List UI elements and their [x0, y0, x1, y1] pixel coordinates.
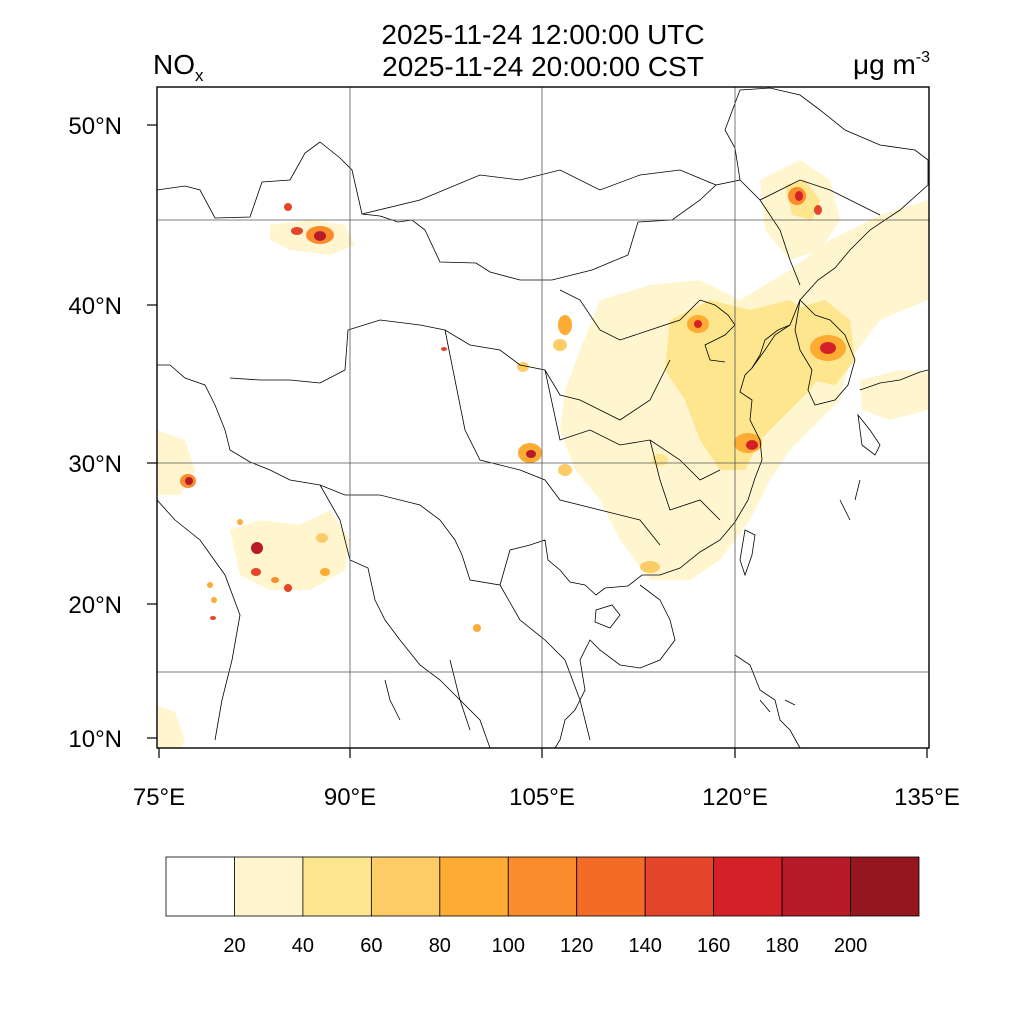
boundary-lines	[157, 87, 929, 748]
colorbar-swatch-6	[576, 856, 646, 917]
hotspot-tibet	[441, 347, 447, 351]
hotspot-lanzhou	[558, 315, 572, 335]
hotspot-wuhan	[652, 454, 668, 466]
korea-coast	[794, 299, 856, 406]
plume-japan	[860, 370, 928, 420]
colorbar-label-140: 140	[628, 935, 661, 957]
province-lines-west	[229, 319, 601, 411]
colorbar-swatch-1	[234, 856, 304, 917]
plume-south-corner	[157, 705, 185, 748]
hotspot-seoul-core	[820, 342, 836, 354]
colorbar-swatch-0	[165, 856, 235, 917]
hotspot-guangzhou	[640, 561, 660, 573]
hotspot-india-10	[210, 616, 216, 620]
hotspot-chengdu-core	[526, 450, 536, 458]
map-frame	[156, 86, 930, 749]
hotspot-tarim-west	[291, 227, 303, 235]
colorbar-swatch-8	[713, 856, 783, 917]
gridlines	[157, 87, 929, 748]
colorbar-labels: 20 40 60 80 100 120 140 160 180 200	[223, 935, 867, 957]
colorbar-swatch-3	[370, 856, 441, 917]
country-border-mongolia	[361, 169, 717, 215]
lon-tick-labels: 75°E 90°E 105°E 120°E 135°E	[133, 784, 960, 811]
hotspot-ningxia	[517, 362, 529, 372]
colorbar-swatch-10	[850, 856, 920, 917]
hotspot-india-5	[320, 568, 330, 576]
lon-label-105e: 105°E	[509, 784, 575, 811]
hotspot-india-8	[211, 597, 217, 603]
units-exponent: -3	[916, 49, 930, 66]
hainan-coast	[594, 604, 621, 629]
axis-ticks	[147, 124, 928, 758]
japan-coast	[839, 369, 929, 521]
colorbar-label-40: 40	[292, 935, 314, 957]
lon-label-90e: 90°E	[324, 784, 376, 811]
hotspot-xian	[553, 339, 567, 351]
lat-label-50n: 50°N	[68, 113, 122, 140]
lat-label-40n: 40°N	[68, 293, 122, 320]
colorbar-label-120: 120	[560, 935, 593, 957]
species-label: NOx	[153, 49, 204, 85]
hotspot-india-3	[284, 584, 292, 592]
colorbar-label-180: 180	[765, 935, 798, 957]
title-cst: 2025-11-24 20:00:00 CST	[382, 51, 704, 82]
hotspot-harbin-core	[795, 191, 803, 201]
taiwan-coast	[739, 529, 756, 577]
colorbar-label-20: 20	[223, 935, 245, 957]
country-border-china	[157, 87, 929, 596]
lon-label-120e: 120°E	[702, 784, 768, 811]
southeast-asia-coast	[384, 584, 676, 748]
hotspot-india-1	[251, 542, 263, 554]
lon-label-75e: 75°E	[133, 784, 185, 811]
colorbar-label-80: 80	[429, 935, 451, 957]
philippines-coast	[734, 654, 801, 748]
hotspot-beijing-core	[694, 320, 702, 328]
colorbar-swatch-9	[781, 856, 851, 917]
province-lines-northeast	[739, 179, 881, 286]
plume-north-china-plain	[665, 300, 830, 470]
colorbar: 20 40 60 80 100 120 140 160 180 200	[165, 856, 920, 957]
hotspot-markers	[180, 187, 846, 632]
country-border-india	[157, 484, 591, 748]
hotspot-yangtze	[558, 464, 572, 476]
hotspot-urumqi-core	[314, 231, 326, 241]
units-label: μg m-3	[853, 49, 930, 80]
hotspot-india-2	[251, 568, 261, 576]
hotspot-karamay	[284, 203, 292, 211]
title-utc: 2025-11-24 12:00:00 UTC	[381, 19, 704, 50]
colorbar-label-160: 160	[697, 935, 730, 957]
species-subscript: x	[195, 66, 204, 85]
lon-label-135e: 135°E	[894, 784, 960, 811]
colorbar-swatch-2	[302, 856, 372, 917]
colorbar-swatch-4	[439, 856, 509, 917]
lat-label-30n: 30°N	[68, 451, 122, 478]
lat-label-10n: 10°N	[68, 726, 122, 753]
hotspot-india-4	[316, 533, 328, 543]
colorbar-label-100: 100	[492, 935, 525, 957]
bohai-coast	[699, 299, 736, 363]
colorbar-swatches	[165, 856, 920, 917]
hotspot-myanmar	[473, 624, 481, 632]
hotspot-changchun	[814, 205, 822, 215]
colorbar-label-60: 60	[360, 935, 382, 957]
coast-northeast-sea	[751, 324, 791, 369]
concentration-field	[157, 160, 928, 748]
hotspot-shanghai-core	[746, 440, 758, 450]
colorbar-swatch-5	[507, 856, 578, 917]
lat-label-20n: 20°N	[68, 592, 122, 619]
units-base: μg m	[853, 49, 916, 80]
hotspot-delhi-core	[185, 477, 193, 485]
map-panel: 75°E 90°E 105°E 120°E 135°E 50°N 40°N 30…	[68, 86, 960, 811]
province-lines-central	[444, 289, 721, 546]
colorbar-label-200: 200	[834, 935, 867, 957]
hotspot-india-6	[271, 577, 279, 583]
colorbar-swatch-7	[644, 856, 715, 917]
hotspot-india-7	[237, 519, 243, 525]
hotspot-india-9	[207, 582, 213, 588]
lat-tick-labels: 50°N 40°N 30°N 20°N 10°N	[68, 113, 122, 753]
species-name: NO	[153, 49, 195, 80]
